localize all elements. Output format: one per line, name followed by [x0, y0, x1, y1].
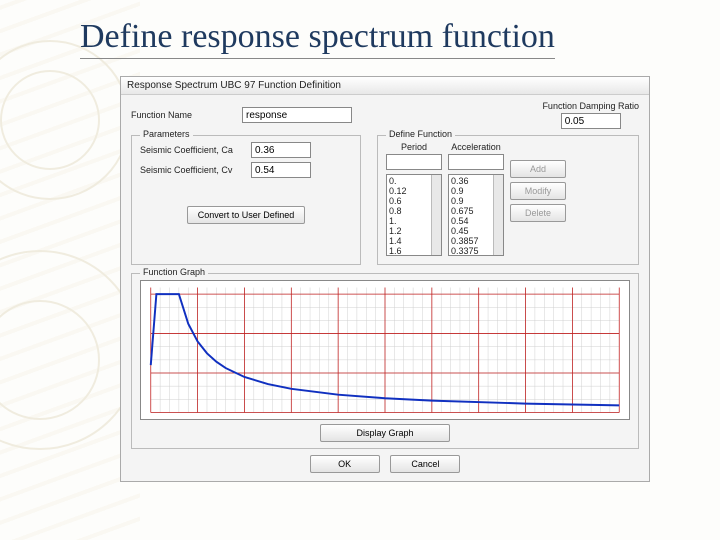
modify-button[interactable]: Modify: [510, 182, 566, 200]
function-name-label: Function Name: [131, 110, 236, 120]
display-graph-button[interactable]: Display Graph: [320, 424, 450, 442]
dialog-titlebar: Response Spectrum UBC 97 Function Defini…: [121, 77, 649, 95]
function-graph-group: Function Graph Display Graph: [131, 273, 639, 449]
parameters-group-label: Parameters: [140, 129, 193, 139]
response-spectrum-dialog: Response Spectrum UBC 97 Function Defini…: [120, 76, 650, 482]
acceleration-listbox[interactable]: 0.360.90.90.6750.540.450.38570.33750.3: [448, 174, 504, 256]
convert-user-defined-button[interactable]: Convert to User Defined: [187, 206, 306, 224]
define-function-group: Define Function Period Acceleration 0.0.…: [377, 135, 639, 265]
ca-label: Seismic Coefficient, Ca: [140, 145, 245, 155]
ca-input[interactable]: [251, 142, 311, 158]
function-graph-group-label: Function Graph: [140, 267, 208, 277]
cv-label: Seismic Coefficient, Cv: [140, 165, 245, 175]
period-header: Period: [386, 142, 442, 152]
damping-ratio-input[interactable]: [561, 113, 621, 129]
add-button[interactable]: Add: [510, 160, 566, 178]
period-listbox[interactable]: 0.0.120.60.81.1.21.41.6: [386, 174, 442, 256]
function-graph-plot: [140, 280, 630, 420]
acceleration-input[interactable]: [448, 154, 504, 170]
define-function-group-label: Define Function: [386, 129, 455, 139]
delete-button[interactable]: Delete: [510, 204, 566, 222]
parameters-group: Parameters Seismic Coefficient, Ca Seism…: [131, 135, 361, 265]
slide-title: Define response spectrum function: [80, 18, 555, 59]
function-name-input[interactable]: [242, 107, 352, 123]
slide-background-decoration: [0, 0, 140, 540]
cancel-button[interactable]: Cancel: [390, 455, 460, 473]
cv-input[interactable]: [251, 162, 311, 178]
damping-ratio-label: Function Damping Ratio: [542, 101, 639, 111]
ok-button[interactable]: OK: [310, 455, 380, 473]
acceleration-header: Acceleration: [448, 142, 504, 152]
period-input[interactable]: [386, 154, 442, 170]
